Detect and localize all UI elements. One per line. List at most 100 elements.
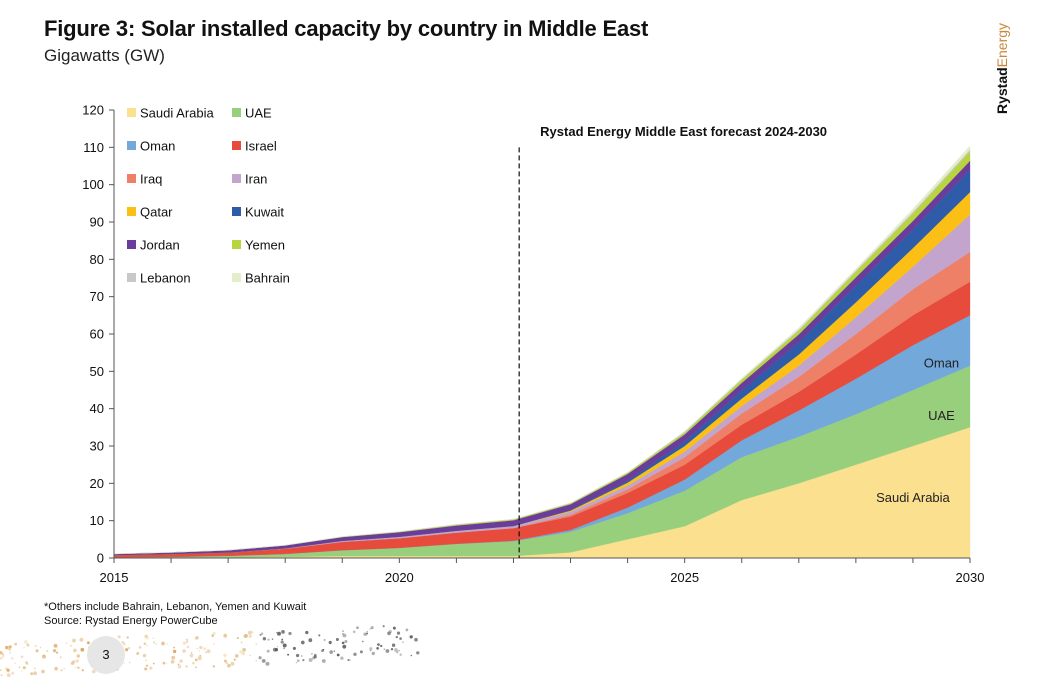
deco-dot (329, 642, 332, 645)
forecast-marker: Rystad Energy Middle East forecast 2024-… (518, 124, 827, 558)
legend-swatch (127, 108, 136, 117)
deco-dot (196, 647, 198, 650)
deco-dot (241, 651, 246, 656)
deco-dot (353, 652, 357, 657)
deco-dot (35, 649, 39, 653)
deco-dot (262, 637, 267, 641)
footnote: *Others include Bahrain, Lebanon, Yemen … (44, 600, 306, 628)
deco-dot (177, 664, 182, 669)
deco-dot (173, 646, 175, 649)
deco-dot (2, 655, 5, 657)
chart-annotations: Oman UAE Saudi Arabia (876, 356, 959, 505)
legend-label: Israel (245, 139, 277, 154)
deco-dot (166, 643, 168, 645)
chart-legend: Saudi Arabia UAE Oman Israel Iraq Iran Qatar Ku… (127, 106, 290, 286)
deco-dot (206, 649, 211, 654)
deco-dot (242, 647, 246, 652)
legend-item-iran: Iran (232, 172, 267, 187)
deco-dot (117, 635, 121, 639)
legend-item-bahrain: Bahrain (232, 271, 290, 286)
deco-dot (280, 640, 284, 644)
deco-dot (213, 643, 215, 645)
deco-dot (296, 659, 300, 662)
y-tick-label: 90 (90, 215, 104, 230)
deco-dot (271, 638, 274, 640)
deco-dot (52, 649, 57, 653)
chart-subtitle: Gigawatts (GW) (44, 46, 165, 65)
x-tick-label: 2020 (385, 570, 414, 585)
legend-item-jordan: Jordan (127, 238, 180, 253)
deco-dot (281, 638, 284, 641)
deco-dot (138, 646, 142, 649)
deco-dot (165, 662, 168, 665)
deco-dot (76, 654, 80, 658)
deco-dot (60, 669, 63, 672)
legend-swatch (127, 141, 136, 150)
deco-dot (145, 659, 147, 661)
deco-dot (255, 660, 257, 662)
deco-dot (328, 640, 332, 644)
deco-dot (81, 669, 84, 672)
deco-dot (283, 647, 286, 650)
deco-dot (295, 653, 300, 658)
deco-dot (234, 653, 239, 658)
deco-dot (227, 664, 231, 668)
deco-dot (80, 647, 85, 652)
deco-dot (56, 651, 59, 654)
deco-dot (410, 654, 413, 657)
deco-dot (371, 651, 375, 656)
deco-dot (147, 637, 149, 640)
deco-dot (347, 659, 350, 661)
deco-dot (6, 668, 10, 672)
deco-dot (39, 646, 42, 649)
deco-dot (177, 663, 180, 666)
deco-dot (153, 662, 155, 665)
x-tick-label: 2030 (956, 570, 985, 585)
deco-dot (396, 651, 399, 654)
deco-dot (251, 631, 254, 633)
svg-text:RystadEnergy: RystadEnergy (994, 23, 1010, 114)
legend-swatch (127, 207, 136, 216)
legend-swatch (232, 273, 241, 282)
legend-swatch (127, 174, 136, 183)
deco-dot (223, 659, 227, 663)
deco-dot (170, 659, 175, 664)
deco-dot (142, 653, 147, 658)
deco-dot (75, 666, 77, 669)
x-tick-label: 2015 (100, 570, 129, 585)
legend-label: UAE (245, 106, 272, 121)
deco-dot (370, 626, 374, 630)
deco-dot (261, 658, 266, 663)
deco-dot (260, 632, 264, 635)
deco-dot (125, 648, 129, 652)
deco-dot (0, 656, 3, 660)
deco-dot (321, 659, 326, 663)
deco-dot (53, 643, 58, 648)
deco-dot (10, 657, 14, 660)
deco-dot (243, 635, 245, 638)
deco-dot (144, 643, 146, 645)
y-tick-label: 60 (90, 327, 104, 342)
deco-dot (255, 643, 258, 645)
legend-label: Iraq (140, 172, 162, 187)
legend-item-kuwait: Kuwait (232, 205, 284, 220)
y-tick-label: 0 (97, 551, 104, 566)
deco-dot (243, 633, 248, 638)
area-bahrain (113, 145, 971, 555)
deco-dot (329, 650, 334, 654)
y-tick-label: 80 (90, 252, 104, 267)
deco-dot (308, 658, 313, 662)
deco-dot (197, 656, 202, 661)
deco-dot (79, 637, 84, 642)
deco-dot (333, 650, 336, 652)
deco-dot (344, 640, 348, 643)
deco-dot (18, 666, 21, 669)
deco-dot (195, 635, 199, 640)
deco-dot (377, 643, 380, 646)
legend-label: Saudi Arabia (140, 106, 214, 121)
deco-dot (203, 647, 207, 651)
deco-dot (26, 643, 30, 647)
deco-dot (199, 654, 202, 657)
legend-swatch (232, 207, 241, 216)
deco-dot (300, 640, 305, 645)
